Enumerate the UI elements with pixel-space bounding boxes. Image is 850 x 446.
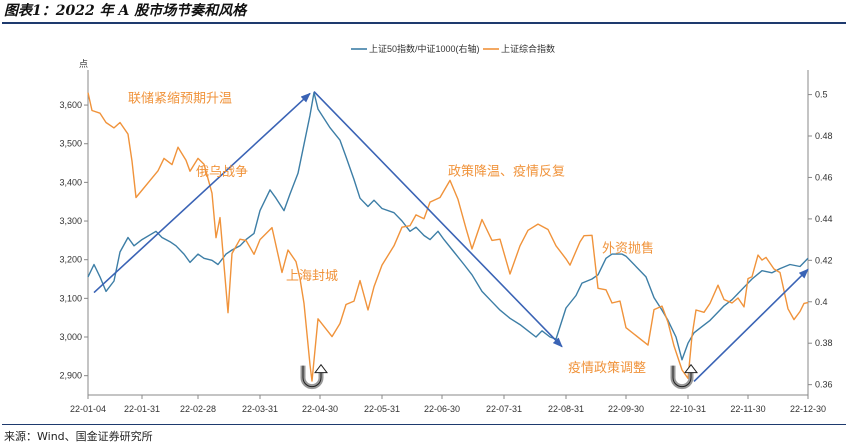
series-line-sse-composite <box>87 92 809 382</box>
trend-arrow <box>313 90 563 348</box>
x-tick-label: 22-06-30 <box>424 404 460 414</box>
left-tick-label: 3,500 <box>59 139 82 149</box>
right-tick-label: 0.38 <box>815 338 833 348</box>
reversal-icon <box>300 363 328 390</box>
left-tick-label: 3,400 <box>59 177 82 187</box>
left-tick-label: 3,200 <box>59 255 82 265</box>
legend-label-ratio: 上证50指数/中证1000(右轴) <box>369 43 480 54</box>
source-rule <box>2 424 846 425</box>
chart: 2,900 3,000 3,100 3,200 3,300 3,400 3,500 3,600… <box>59 43 833 414</box>
figure-title: 图表1：2022 年 A 股市场节奏和风格 <box>4 3 247 19</box>
left-tick-label: 3,300 <box>59 216 82 226</box>
x-tick-label: 22-08-31 <box>548 404 584 414</box>
right-tick-label: 0.4 <box>815 297 828 307</box>
legend-label-index: 上证综合指数 <box>501 43 555 54</box>
event-annotation: 联储紧缩预期升温 <box>128 90 232 106</box>
x-tick-label: 22-11-30 <box>730 404 765 414</box>
event-annotation: 上海封城 <box>286 269 338 284</box>
right-tick-label: 0.5 <box>815 90 828 100</box>
x-tick-label: 22-01-04 <box>70 404 106 414</box>
event-annotation: 外资抛售 <box>602 241 654 257</box>
right-tick-label: 0.44 <box>815 214 833 224</box>
right-tick-label: 0.42 <box>815 255 833 265</box>
x-tick-label: 22-04-30 <box>302 404 338 414</box>
x-tick-label: 22-09-30 <box>608 404 644 414</box>
x-tick-label: 22-07-31 <box>486 404 522 414</box>
left-tick-label: 3,600 <box>59 100 82 110</box>
series-line-sz50-csi1000-ratio <box>87 91 809 361</box>
title-rule <box>2 22 846 24</box>
left-tick-label: 2,900 <box>59 371 82 381</box>
x-tick-label: 22-02-28 <box>180 404 216 414</box>
event-annotation: 疫情政策调整 <box>568 360 646 376</box>
reversal-icon <box>670 363 698 390</box>
legend: 上证50指数/中证1000(右轴) 上证综合指数 <box>351 43 555 54</box>
left-tick-label: 3,100 <box>59 293 82 303</box>
source-note: 来源：Wind、国金证券研究所 <box>4 430 153 443</box>
right-tick-label: 0.36 <box>815 380 833 390</box>
event-annotation: 俄乌战争 <box>196 164 248 180</box>
left-tick-label: 3,000 <box>59 332 82 342</box>
x-tick-label: 22-01-31 <box>124 404 160 414</box>
x-tick-label: 22-12-30 <box>790 404 826 414</box>
trend-arrow <box>693 268 809 383</box>
left-axis-unit: 点 <box>79 59 88 69</box>
x-tick-label: 22-10-31 <box>670 404 706 414</box>
right-tick-label: 0.46 <box>815 172 833 182</box>
right-tick-label: 0.48 <box>815 131 833 141</box>
x-tick-label: 22-05-31 <box>364 404 400 414</box>
event-annotation: 政策降温、疫情反复 <box>448 163 565 179</box>
trend-arrow <box>93 92 311 294</box>
x-tick-label: 22-03-31 <box>242 404 278 414</box>
